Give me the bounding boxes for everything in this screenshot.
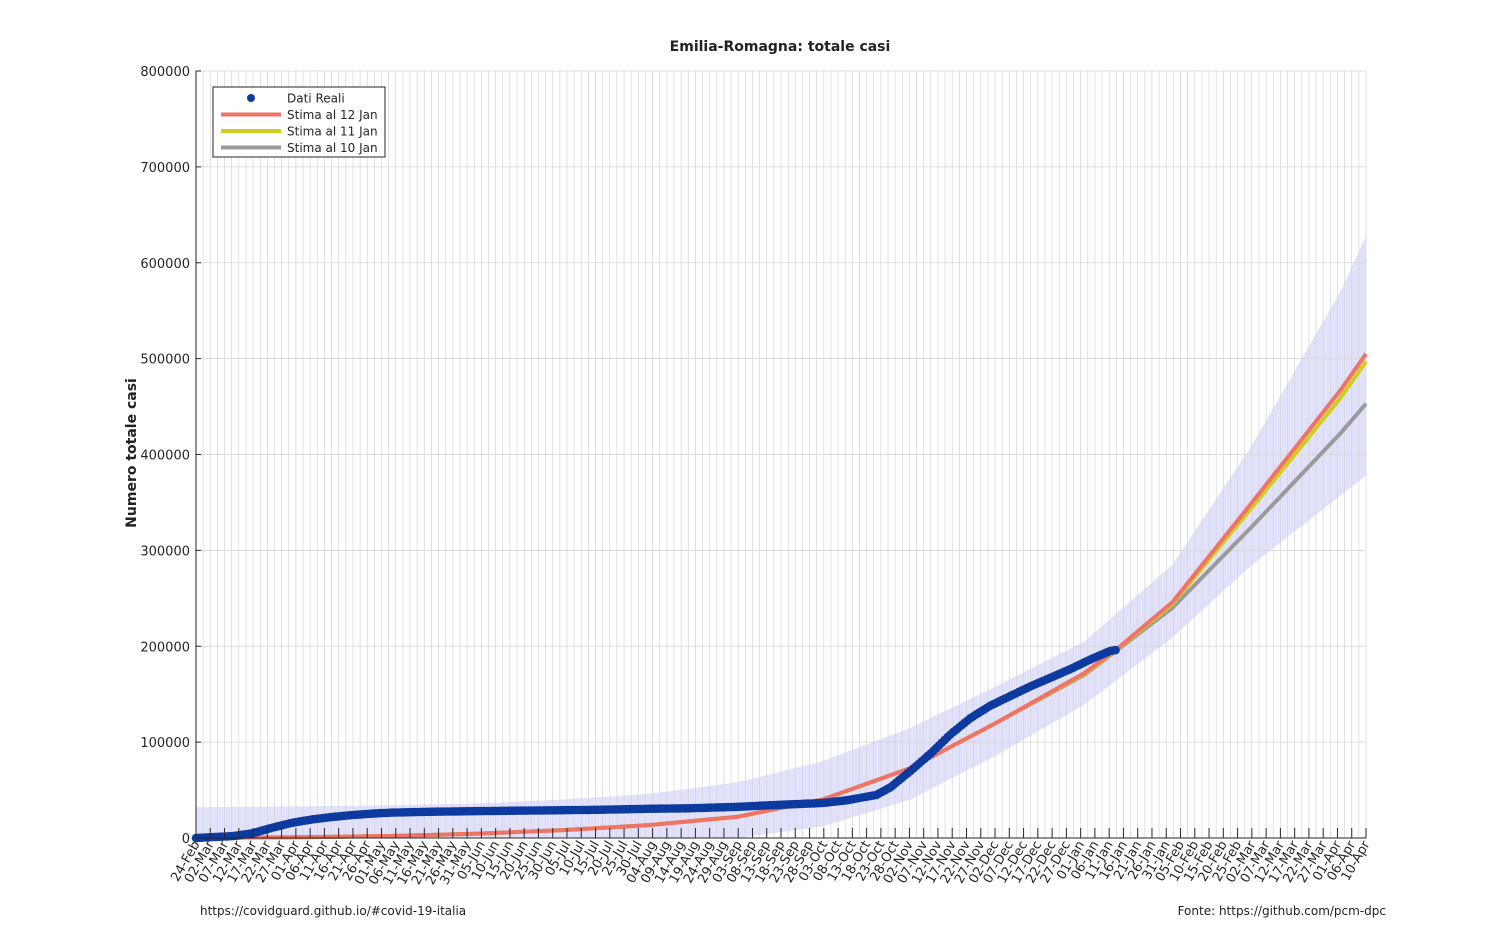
legend: Dati Reali Stima al 12 Jan Stima al 11 Jan…: [212, 86, 386, 158]
legend-label: Stima al 12 Jan: [287, 108, 378, 122]
y-tick-label: 100000: [140, 736, 190, 751]
y-tick-label: 400000: [140, 449, 190, 464]
series-layer: [191, 352, 1368, 843]
legend-label: Stima al 11 Jan: [287, 125, 378, 139]
y-tick-label: 700000: [140, 161, 190, 176]
y-axis-label: Numero totale casi: [124, 378, 140, 528]
footer-source-left: https://covidguard.github.io/#covid-19-i…: [200, 904, 467, 918]
axes-layer: 0 100000 200000 300000 400000 500000 600000 700…: [140, 65, 1373, 888]
y-tick-label: 800000: [140, 65, 190, 80]
y-tick-label: 200000: [140, 640, 190, 655]
footer-source-right: Fonte: https://github.com/pcm-dpc: [1177, 904, 1386, 918]
legend-box: [212, 86, 386, 158]
series-line-1: [195, 352, 1368, 840]
data-point: [1111, 645, 1120, 655]
y-tick-label: 0: [182, 832, 190, 847]
y-tick-label: 500000: [140, 353, 190, 368]
y-tick-label: 300000: [140, 544, 190, 559]
chart-title: Emilia-Romagna: totale casi: [670, 39, 891, 55]
legend-label: Stima al 10 Jan: [287, 141, 378, 155]
legend-label: Dati Reali: [287, 92, 345, 106]
y-tick-label: 600000: [140, 257, 190, 272]
legend-marker: [247, 94, 255, 102]
